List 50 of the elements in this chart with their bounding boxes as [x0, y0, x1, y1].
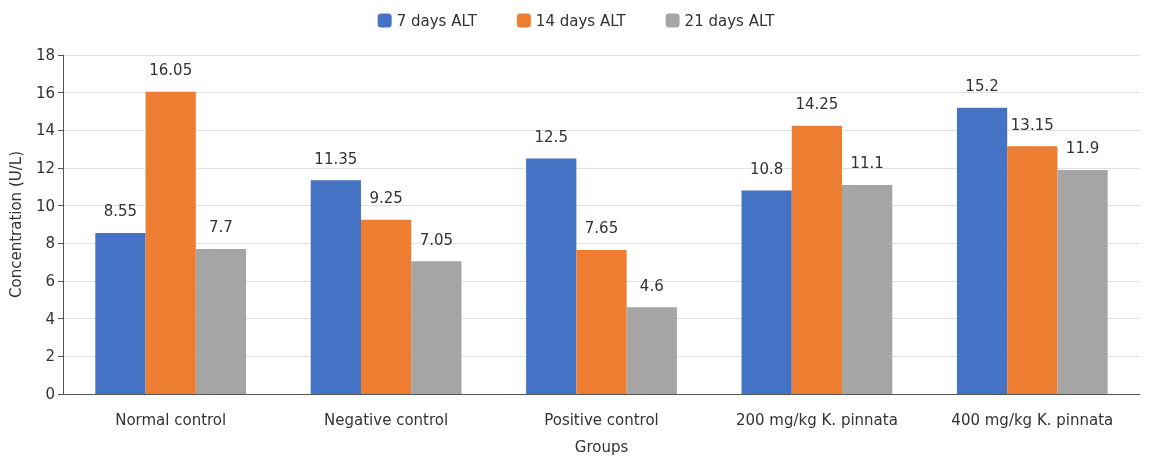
y-tick-label: 18 [35, 46, 55, 64]
data-label: 4.6 [639, 276, 664, 295]
bar [360, 219, 412, 394]
data-label: 15.2 [965, 77, 999, 96]
bar [310, 180, 361, 394]
y-tick-label: 10 [35, 196, 55, 215]
x-tick-label: 400 mg/kg K. pinnata [951, 410, 1114, 429]
bar [95, 232, 146, 394]
y-axis-title: Concentration (U/L) [6, 151, 25, 298]
y-tick-label: 2 [45, 347, 55, 366]
data-label: 7.05 [419, 230, 454, 249]
data-label: 7.7 [209, 218, 233, 237]
bar [411, 261, 462, 394]
bar [195, 248, 247, 394]
bar [791, 125, 843, 394]
y-tick-label: 14 [35, 121, 55, 140]
data-label: 16.05 [149, 61, 193, 80]
bar [1007, 146, 1058, 394]
data-label: 11.1 [850, 154, 884, 173]
x-tick-label: Negative control [324, 410, 449, 429]
y-tick-label: 16 [35, 83, 55, 102]
data-label: 9.25 [369, 189, 403, 208]
bar [1057, 169, 1108, 394]
data-label: 8.55 [103, 202, 138, 221]
y-tick-label: 6 [45, 272, 55, 290]
bar [626, 307, 677, 394]
data-label: 11.9 [1065, 139, 1100, 158]
data-label: 12.5 [534, 128, 568, 147]
x-axis-title: Groups [574, 437, 629, 456]
data-label: 11.35 [314, 149, 358, 168]
y-tick-label: 8 [45, 234, 55, 253]
bar [145, 91, 196, 394]
y-tick-label: 4 [45, 309, 55, 328]
legend-label: 21 days ALT [684, 11, 776, 30]
x-tick-label: Positive control [544, 410, 659, 429]
y-tick-label: 0 [45, 385, 55, 403]
data-label: 14.25 [795, 95, 839, 114]
x-tick-label: Normal control [115, 410, 227, 429]
data-label: 10.8 [749, 160, 784, 179]
bar [842, 184, 893, 394]
bar [576, 249, 627, 394]
bar [526, 158, 577, 394]
data-label: 13.15 [1010, 115, 1054, 134]
bar [956, 107, 1008, 394]
x-tick-label: 200 mg/kg K. pinnata [735, 410, 898, 429]
bar [741, 190, 792, 394]
y-tick-label: 12 [35, 159, 55, 177]
legend-label: 14 days ALT [535, 11, 627, 30]
legend-label: 7 days ALT [396, 11, 478, 30]
data-label: 7.65 [584, 219, 619, 238]
